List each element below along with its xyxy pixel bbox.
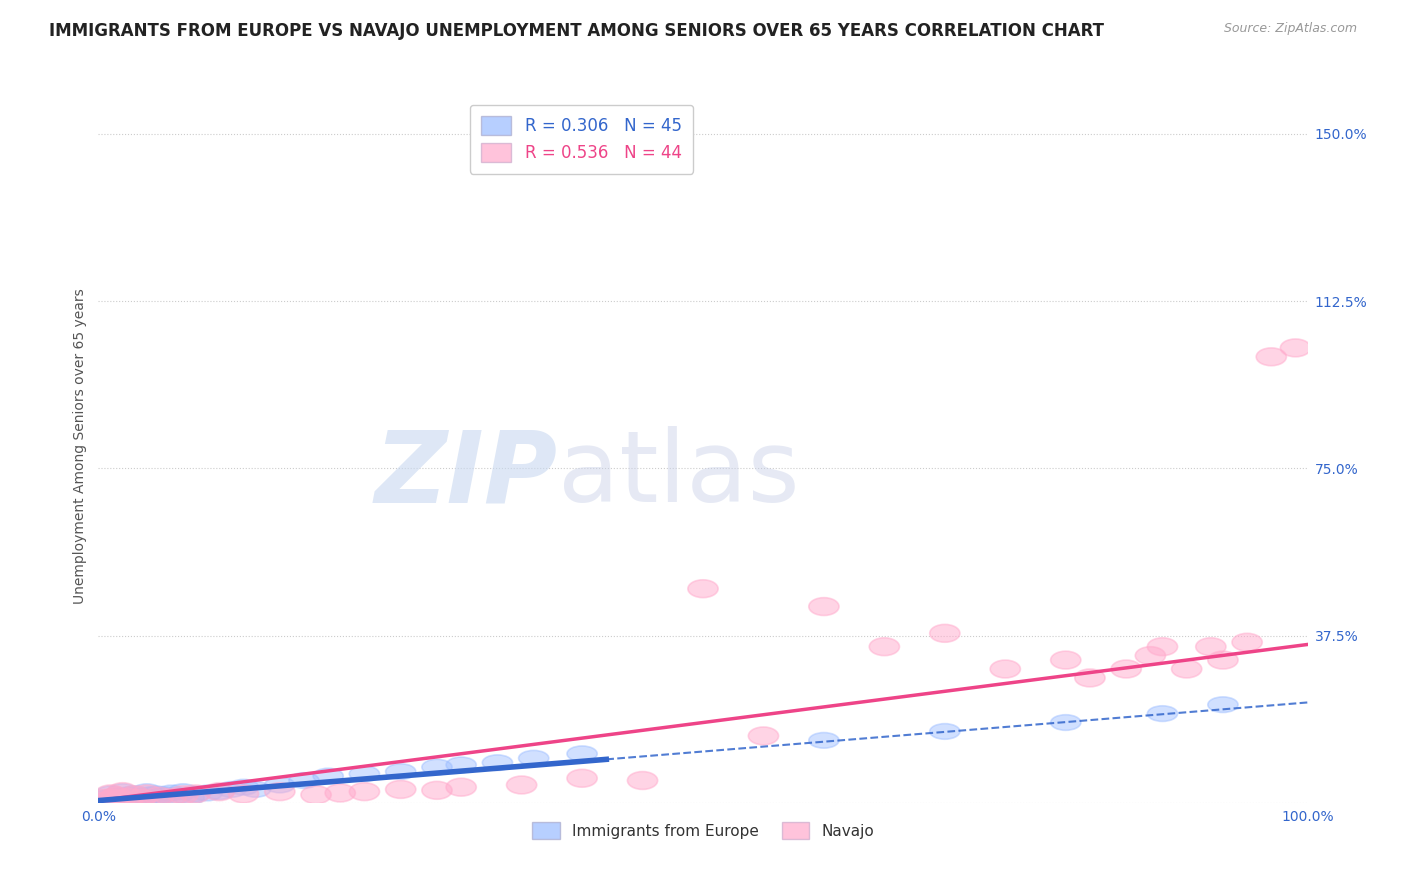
Ellipse shape: [1147, 706, 1178, 722]
Ellipse shape: [1171, 660, 1202, 678]
Ellipse shape: [1232, 633, 1263, 651]
Ellipse shape: [808, 598, 839, 615]
Ellipse shape: [93, 793, 124, 808]
Ellipse shape: [1074, 669, 1105, 687]
Ellipse shape: [129, 790, 159, 806]
Text: IMMIGRANTS FROM EUROPE VS NAVAJO UNEMPLOYMENT AMONG SENIORS OVER 65 YEARS CORREL: IMMIGRANTS FROM EUROPE VS NAVAJO UNEMPLO…: [49, 22, 1104, 40]
Ellipse shape: [519, 750, 548, 766]
Ellipse shape: [122, 791, 152, 807]
Ellipse shape: [143, 788, 174, 805]
Ellipse shape: [105, 790, 135, 806]
Ellipse shape: [110, 793, 141, 808]
Ellipse shape: [114, 789, 143, 806]
Ellipse shape: [162, 788, 193, 804]
Ellipse shape: [193, 785, 222, 801]
Text: ZIP: ZIP: [375, 426, 558, 523]
Ellipse shape: [114, 787, 143, 803]
Ellipse shape: [349, 766, 380, 781]
Ellipse shape: [264, 783, 295, 801]
Ellipse shape: [385, 780, 416, 798]
Ellipse shape: [422, 759, 453, 775]
Ellipse shape: [1256, 348, 1286, 366]
Ellipse shape: [1111, 660, 1142, 678]
Ellipse shape: [990, 660, 1021, 678]
Ellipse shape: [627, 772, 658, 789]
Ellipse shape: [446, 778, 477, 797]
Ellipse shape: [567, 769, 598, 788]
Ellipse shape: [180, 785, 211, 803]
Ellipse shape: [506, 776, 537, 794]
Ellipse shape: [288, 772, 319, 789]
Ellipse shape: [929, 723, 960, 739]
Ellipse shape: [90, 789, 120, 807]
Ellipse shape: [138, 789, 167, 805]
Y-axis label: Unemployment Among Seniors over 65 years: Unemployment Among Seniors over 65 years: [73, 288, 87, 604]
Ellipse shape: [1135, 647, 1166, 665]
Ellipse shape: [156, 785, 186, 801]
Ellipse shape: [869, 638, 900, 656]
Ellipse shape: [120, 786, 150, 802]
Ellipse shape: [422, 781, 453, 799]
Ellipse shape: [1281, 339, 1310, 357]
Ellipse shape: [1050, 714, 1081, 731]
Ellipse shape: [1208, 651, 1239, 669]
Ellipse shape: [1050, 651, 1081, 669]
Ellipse shape: [301, 786, 332, 804]
Ellipse shape: [134, 787, 165, 803]
Ellipse shape: [107, 783, 138, 801]
Ellipse shape: [204, 784, 235, 799]
Ellipse shape: [125, 789, 156, 804]
Ellipse shape: [132, 785, 162, 803]
Ellipse shape: [107, 784, 138, 799]
Ellipse shape: [174, 789, 204, 805]
Ellipse shape: [156, 789, 186, 806]
Ellipse shape: [567, 746, 598, 762]
Ellipse shape: [142, 786, 172, 802]
Ellipse shape: [349, 783, 380, 801]
Ellipse shape: [314, 768, 343, 784]
Ellipse shape: [101, 788, 132, 805]
Ellipse shape: [808, 732, 839, 748]
Ellipse shape: [117, 789, 148, 805]
Ellipse shape: [167, 784, 198, 799]
Ellipse shape: [929, 624, 960, 642]
Text: Source: ZipAtlas.com: Source: ZipAtlas.com: [1223, 22, 1357, 36]
Ellipse shape: [93, 792, 124, 810]
Ellipse shape: [120, 786, 150, 804]
Ellipse shape: [217, 781, 246, 797]
Ellipse shape: [167, 786, 198, 804]
Ellipse shape: [264, 777, 295, 793]
Ellipse shape: [482, 755, 513, 771]
Ellipse shape: [143, 789, 174, 804]
Ellipse shape: [240, 781, 271, 797]
Ellipse shape: [96, 786, 125, 802]
Ellipse shape: [90, 790, 120, 806]
Ellipse shape: [98, 791, 128, 807]
Ellipse shape: [228, 780, 259, 795]
Ellipse shape: [125, 789, 156, 807]
Ellipse shape: [1195, 638, 1226, 656]
Ellipse shape: [96, 785, 125, 803]
Ellipse shape: [1147, 638, 1178, 656]
Ellipse shape: [688, 580, 718, 598]
Ellipse shape: [180, 786, 211, 802]
Ellipse shape: [98, 789, 128, 807]
Ellipse shape: [1208, 697, 1239, 713]
Ellipse shape: [204, 783, 235, 801]
Legend: Immigrants from Europe, Navajo: Immigrants from Europe, Navajo: [526, 816, 880, 845]
Ellipse shape: [748, 727, 779, 745]
Ellipse shape: [150, 787, 180, 803]
Ellipse shape: [132, 784, 162, 799]
Text: atlas: atlas: [558, 426, 800, 523]
Ellipse shape: [325, 784, 356, 802]
Ellipse shape: [446, 757, 477, 772]
Ellipse shape: [228, 785, 259, 803]
Ellipse shape: [385, 764, 416, 780]
Ellipse shape: [101, 789, 132, 804]
Ellipse shape: [105, 790, 135, 808]
